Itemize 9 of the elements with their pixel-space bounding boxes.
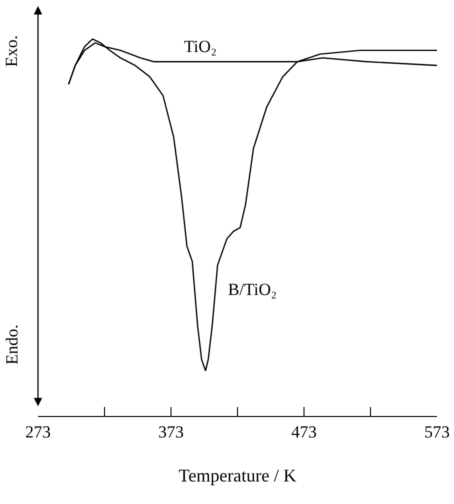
x-tick-label: 373 bbox=[158, 422, 184, 442]
text: Endo. bbox=[2, 324, 22, 365]
text: Exo. bbox=[2, 35, 22, 67]
series-label: B/TiO₂ bbox=[228, 280, 277, 299]
x-tick-label: 273 bbox=[25, 422, 51, 442]
x-tick-label: 473 bbox=[291, 422, 317, 442]
x-axis-title: Temperature / K bbox=[178, 466, 296, 486]
x-tick-label: 573 bbox=[424, 422, 450, 442]
series-label: TiO₂ bbox=[184, 37, 217, 56]
